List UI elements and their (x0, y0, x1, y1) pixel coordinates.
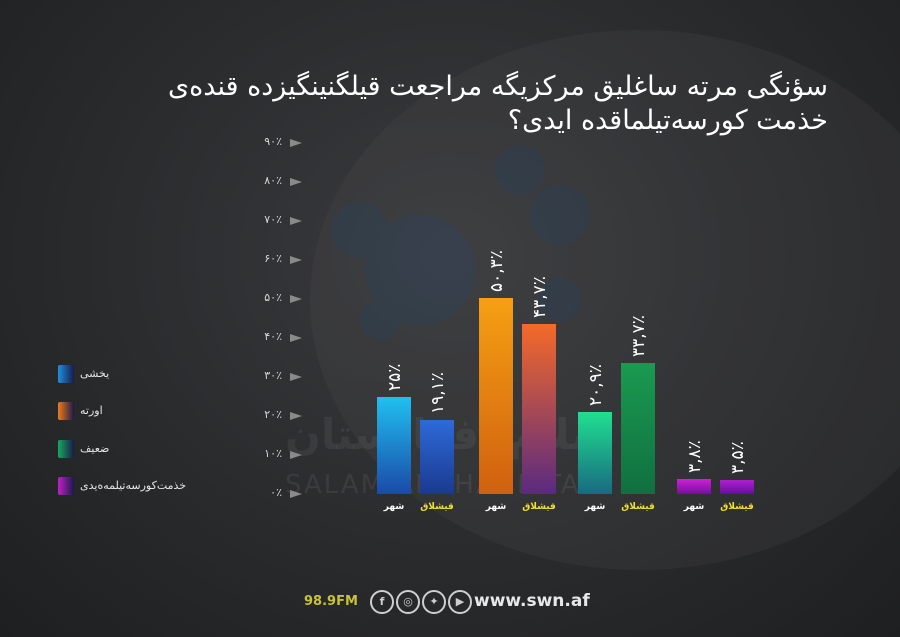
bar (621, 362, 655, 494)
bar-value-label: ۲۵٪ (385, 363, 405, 391)
bar-value-label: ۱۹,۱٪ (428, 371, 448, 414)
legend-label: ضعیف (80, 442, 110, 455)
legend-swatch (58, 402, 74, 420)
legend-label: خذمت‌کورسه‌تیلمه‌ه‌یدی (80, 479, 187, 492)
bar-value-label: ۵۰,۳٪ (487, 249, 507, 292)
legend-label: اورته (80, 404, 103, 417)
y-tick-marker (290, 334, 302, 342)
bar (479, 297, 513, 494)
x-category-label: قیشلاق (720, 502, 754, 512)
bar (720, 480, 754, 494)
y-tick-marker (290, 490, 302, 498)
website-link[interactable]: www.swn.af (474, 591, 590, 611)
x-category-label: قیشلاق (420, 502, 454, 512)
frequency-label: 98.9FM (304, 594, 358, 609)
legend-label: یخشی (80, 367, 110, 380)
y-tick-marker (290, 412, 302, 420)
facebook-icon[interactable]: f (370, 590, 394, 614)
bar (377, 396, 411, 494)
x-category-label: شهر (584, 502, 606, 512)
legend-swatch (58, 477, 74, 495)
bar-value-label: ۳,۸٪ (685, 440, 705, 474)
y-tick-label: ۱۰٪ (264, 447, 282, 460)
legend-swatch (58, 365, 74, 383)
instagram-icon[interactable]: ◎ (396, 590, 420, 614)
x-category-label: شهر (383, 502, 405, 512)
x-category-label: شهر (485, 502, 507, 512)
y-tick-label: ۲۰٪ (264, 408, 282, 421)
youtube-icon[interactable]: ▶ (448, 590, 472, 614)
x-category-label: شهر (683, 502, 705, 512)
bar (578, 412, 612, 494)
chart-title-line-2: خذمت کورسه‌تیلماقده ایدی؟ (507, 105, 828, 136)
y-tick-marker (290, 373, 302, 381)
y-tick-label: ۸۰٪ (264, 174, 282, 187)
y-tick-label: ۰٪ (270, 486, 282, 499)
x-category-label: قیشلاق (522, 502, 556, 512)
bar-value-label: ۳۳,۷٪ (629, 314, 649, 357)
y-tick-marker (290, 256, 302, 264)
y-tick-label: ۳۰٪ (264, 369, 282, 382)
x-category-label: قیشلاق (621, 502, 655, 512)
y-tick-label: ۶۰٪ (264, 252, 282, 265)
y-tick-label: ۷۰٪ (264, 213, 282, 226)
bar-value-label: ۳,۵٪ (728, 441, 748, 475)
bar-value-label: ۴۳,۷٪ (530, 275, 550, 318)
legend-swatch (58, 440, 74, 458)
bar-value-label: ۲۰,۹٪ (586, 364, 606, 407)
y-tick-label: ۵۰٪ (264, 291, 282, 304)
y-tick-marker (290, 295, 302, 303)
y-tick-label: ۴۰٪ (264, 330, 282, 343)
y-tick-marker (290, 139, 302, 147)
chart-title-line-1: سؤنگی مرته ساغلیق مرکزیگه مراجعت قیلگنین… (168, 71, 828, 102)
bar (420, 419, 454, 494)
footer: 98.9FM f ◎ ✦ ▶ www.swn.af (0, 590, 900, 614)
bar (522, 323, 556, 494)
bar (677, 479, 711, 494)
y-tick-label: ۹۰٪ (264, 135, 282, 148)
y-tick-marker (290, 451, 302, 459)
y-tick-marker (290, 178, 302, 186)
twitter-icon[interactable]: ✦ (422, 590, 446, 614)
y-tick-marker (290, 217, 302, 225)
